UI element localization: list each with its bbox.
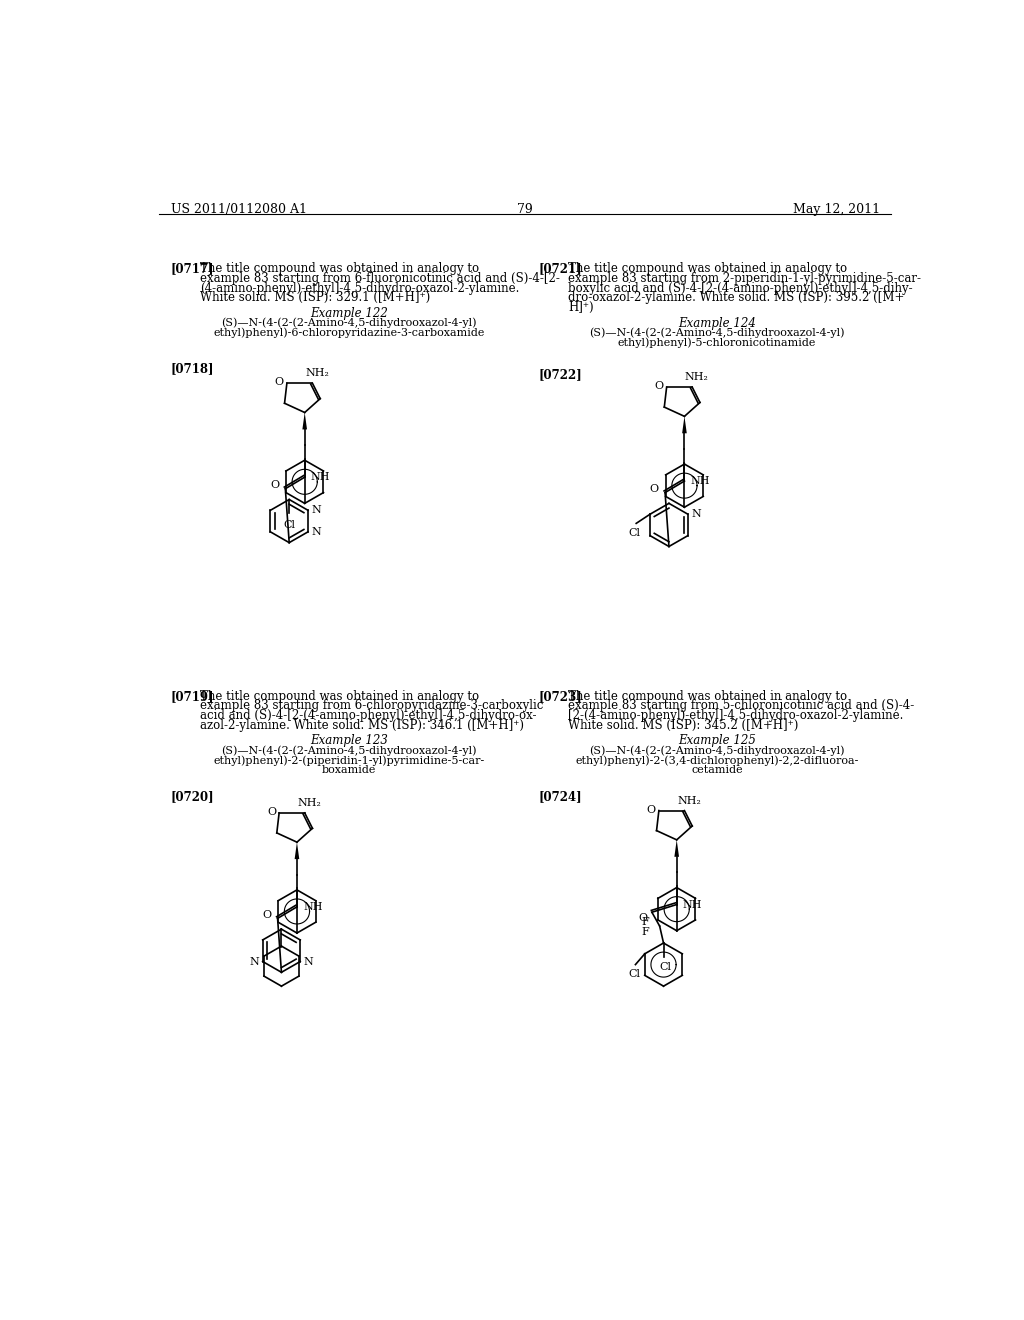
- Text: US 2011/0112080 A1: US 2011/0112080 A1: [171, 203, 306, 216]
- Text: O: O: [267, 807, 276, 817]
- Text: NH₂: NH₂: [305, 368, 329, 379]
- Text: N: N: [250, 957, 259, 966]
- Text: O: O: [262, 909, 271, 920]
- Text: Cl: Cl: [659, 961, 671, 972]
- Text: boxylic acid and (S)-4-[2-(4-amino-phenyl)-ethyl]-4,5-dihy-: boxylic acid and (S)-4-[2-(4-amino-pheny…: [568, 281, 912, 294]
- Text: (S)—N-(4-(2-(2-Amino-4,5-dihydrooxazol-4-yl): (S)—N-(4-(2-(2-Amino-4,5-dihydrooxazol-4…: [589, 744, 845, 756]
- Text: 79: 79: [517, 203, 532, 216]
- Text: ethyl)phenyl)-2-(3,4-dichlorophenyl)-2,2-difluoroa-: ethyl)phenyl)-2-(3,4-dichlorophenyl)-2,2…: [575, 755, 859, 766]
- Text: example 83 starting from 2-piperidin-1-yl-pyrimidine-5-car-: example 83 starting from 2-piperidin-1-y…: [568, 272, 922, 285]
- Text: O: O: [654, 381, 664, 391]
- Text: N: N: [691, 510, 701, 519]
- Text: White solid. MS (ISP): 345.2 ([M+H]⁺): White solid. MS (ISP): 345.2 ([M+H]⁺): [568, 718, 799, 731]
- Text: (4-amino-phenyl)-ethyl]-4,5-dihydro-oxazol-2-ylamine.: (4-amino-phenyl)-ethyl]-4,5-dihydro-oxaz…: [200, 281, 519, 294]
- Text: N: N: [312, 527, 322, 537]
- Text: H]⁺): H]⁺): [568, 301, 594, 314]
- Text: boxamide: boxamide: [322, 766, 376, 775]
- Text: White solid. MS (ISP): 329.1 ([M+H]⁺): White solid. MS (ISP): 329.1 ([M+H]⁺): [200, 292, 430, 304]
- Polygon shape: [302, 412, 307, 429]
- Text: ethyl)phenyl)-6-chloropyridazine-3-carboxamide: ethyl)phenyl)-6-chloropyridazine-3-carbo…: [213, 327, 484, 338]
- Text: O: O: [646, 805, 655, 814]
- Text: Example 123: Example 123: [310, 734, 388, 747]
- Text: NH₂: NH₂: [685, 372, 709, 381]
- Text: O: O: [638, 913, 647, 924]
- Text: F: F: [642, 917, 649, 927]
- Text: Example 124: Example 124: [678, 317, 756, 330]
- Text: (S)—N-(4-(2-(2-Amino-4,5-dihydrooxazol-4-yl): (S)—N-(4-(2-(2-Amino-4,5-dihydrooxazol-4…: [221, 318, 476, 329]
- Text: acid and (S)-4-[2-(4-amino-phenyl)-ethyl]-4,5-dihydro-ox-: acid and (S)-4-[2-(4-amino-phenyl)-ethyl…: [200, 709, 537, 722]
- Text: [0717]: [0717]: [171, 263, 214, 276]
- Text: [2-(4-amino-phenyl)-ethyl]-4,5-dihydro-oxazol-2-ylamine.: [2-(4-amino-phenyl)-ethyl]-4,5-dihydro-o…: [568, 709, 903, 722]
- Text: [0720]: [0720]: [171, 789, 214, 803]
- Text: NH: NH: [311, 473, 331, 482]
- Text: cetamide: cetamide: [691, 766, 742, 775]
- Text: NH: NH: [303, 902, 323, 912]
- Text: (S)—N-(4-(2-(2-Amino-4,5-dihydrooxazol-4-yl): (S)—N-(4-(2-(2-Amino-4,5-dihydrooxazol-4…: [589, 327, 845, 338]
- Text: example 83 starting from 6-chloropyridazine-3-carboxylic: example 83 starting from 6-chloropyridaz…: [200, 700, 544, 713]
- Text: (S)—N-(4-(2-(2-Amino-4,5-dihydrooxazol-4-yl): (S)—N-(4-(2-(2-Amino-4,5-dihydrooxazol-4…: [221, 744, 476, 756]
- Text: dro-oxazol-2-ylamine. White solid. MS (ISP): 395.2 ([M+: dro-oxazol-2-ylamine. White solid. MS (I…: [568, 292, 904, 304]
- Text: The title compound was obtained in analogy to: The title compound was obtained in analo…: [200, 689, 479, 702]
- Text: O: O: [274, 378, 284, 388]
- Text: NH: NH: [690, 477, 711, 486]
- Text: O: O: [270, 480, 280, 490]
- Text: The title compound was obtained in analogy to: The title compound was obtained in analo…: [568, 263, 847, 276]
- Text: NH₂: NH₂: [297, 797, 322, 808]
- Text: example 83 starting from 5-chloronicotinic acid and (S)-4-: example 83 starting from 5-chloronicotin…: [568, 700, 914, 713]
- Text: [0718]: [0718]: [171, 363, 214, 375]
- Text: ethyl)phenyl)-5-chloronicotinamide: ethyl)phenyl)-5-chloronicotinamide: [617, 338, 816, 348]
- Polygon shape: [295, 842, 299, 859]
- Text: N: N: [303, 957, 313, 966]
- Text: NH: NH: [683, 899, 702, 909]
- Text: Cl: Cl: [628, 969, 640, 979]
- Text: [0723]: [0723]: [539, 689, 583, 702]
- Text: Cl: Cl: [629, 528, 641, 539]
- Text: [0724]: [0724]: [539, 789, 583, 803]
- Text: The title compound was obtained in analogy to: The title compound was obtained in analo…: [200, 263, 479, 276]
- Text: Example 125: Example 125: [678, 734, 756, 747]
- Text: example 83 starting from 6-fluoronicotinic acid and (S)-4-[2-: example 83 starting from 6-fluoronicotin…: [200, 272, 560, 285]
- Text: [0722]: [0722]: [539, 368, 583, 381]
- Text: azol-2-ylamine. White solid. MS (ISP): 346.1 ([M+H]⁺): azol-2-ylamine. White solid. MS (ISP): 3…: [200, 718, 524, 731]
- Text: N: N: [312, 506, 322, 515]
- Polygon shape: [682, 416, 687, 433]
- Text: [0719]: [0719]: [171, 689, 214, 702]
- Text: Example 122: Example 122: [310, 308, 388, 319]
- Text: Cl: Cl: [284, 520, 295, 529]
- Text: NH₂: NH₂: [677, 796, 701, 805]
- Text: F: F: [642, 927, 649, 937]
- Text: May 12, 2011: May 12, 2011: [793, 203, 880, 216]
- Text: [0721]: [0721]: [539, 263, 583, 276]
- Polygon shape: [675, 840, 679, 857]
- Text: ethyl)phenyl)-2-(piperidin-1-yl)pyrimidine-5-car-: ethyl)phenyl)-2-(piperidin-1-yl)pyrimidi…: [213, 755, 484, 766]
- Text: The title compound was obtained in analogy to: The title compound was obtained in analo…: [568, 689, 847, 702]
- Text: O: O: [650, 483, 658, 494]
